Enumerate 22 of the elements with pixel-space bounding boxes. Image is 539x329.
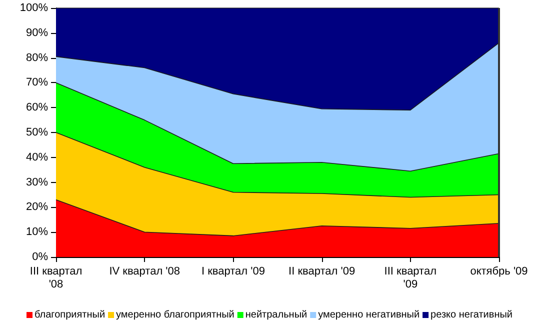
x-tick-label: I квартал '09	[201, 266, 265, 278]
y-tick-label: 100%	[20, 2, 48, 14]
x-tick-label: IV квартал '08	[109, 266, 180, 278]
x-tick-label: II квартал '09	[288, 266, 356, 278]
y-tick-label: 40%	[26, 151, 48, 164]
y-tick-label: 20%	[26, 201, 48, 214]
y-tick-label: 70%	[26, 76, 48, 89]
y-tick-label: 80%	[26, 52, 48, 64]
x-tick-label: октябрь '09	[470, 266, 528, 278]
legend-label: резко негативный	[430, 310, 512, 320]
x-tick-label: III квартал '08	[30, 266, 82, 290]
legend-label: умеренно негативный	[318, 310, 420, 320]
y-tick-label: 90%	[26, 26, 48, 39]
y-tick-label: 0%	[32, 251, 48, 263]
x-tick-label: III квартал '09	[384, 266, 436, 290]
legend-label: умеренно благоприятный	[116, 310, 234, 320]
legend-label: нейтральный	[245, 310, 308, 320]
y-tick-label: 10%	[26, 226, 48, 238]
legend-label: благоприятный	[34, 310, 106, 320]
y-tick-label: 50%	[26, 126, 48, 138]
y-tick-label: 30%	[26, 176, 48, 188]
y-tick-label: 60%	[26, 102, 48, 114]
